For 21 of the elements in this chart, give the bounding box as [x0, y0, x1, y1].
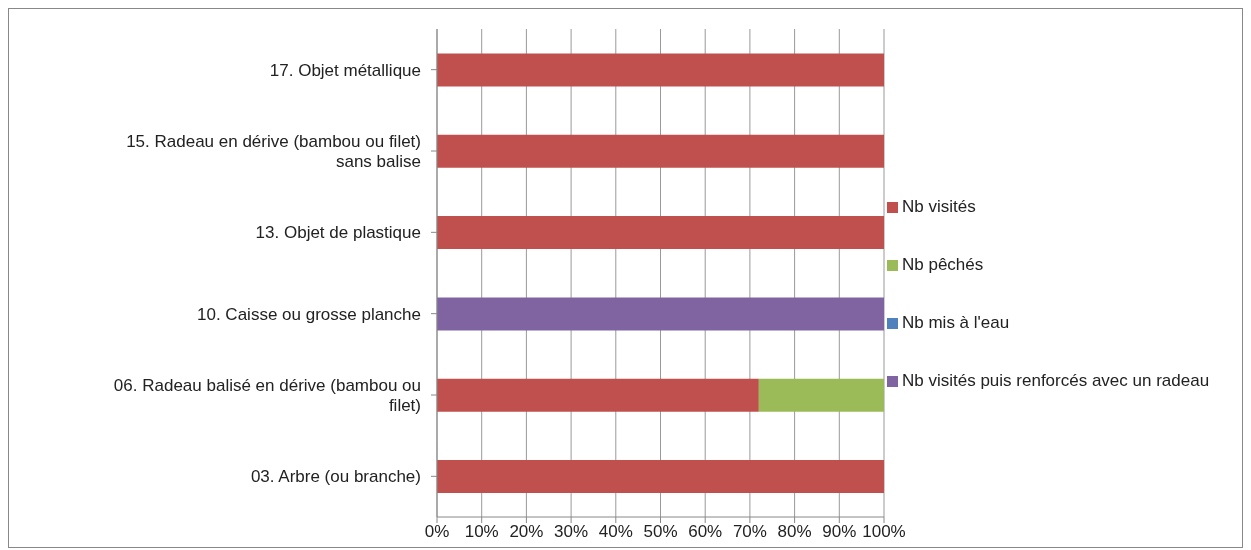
x-tick-label: 60%	[688, 522, 723, 542]
y-tick-label: 15. Radeau en dérive (bambou ou filet) sans balise	[126, 131, 421, 171]
legend-label: Nb mis à l'eau	[902, 313, 1010, 333]
legend-label: Nb visités puis renforcés avec un radeau	[902, 371, 1210, 391]
x-tick-label: 0%	[424, 522, 450, 542]
x-tick-label: 10%	[464, 522, 499, 542]
y-tick-label: 10. Caisse ou grosse planche	[197, 304, 421, 324]
x-tick-label: 40%	[598, 522, 633, 542]
y-tick-label: 03. Arbre (ou branche)	[250, 466, 421, 486]
x-tick-label: 30%	[554, 522, 589, 542]
y-tick-label: 17. Objet métallique	[269, 60, 421, 80]
x-tick-label: 80%	[777, 522, 812, 542]
legend-label: Nb visités	[902, 197, 976, 217]
y-tick-label: 06. Radeau balisé en dérive (bambou ou filet)	[113, 375, 421, 415]
x-tick-label: 100%	[862, 522, 906, 542]
x-tick-label: 50%	[643, 522, 678, 542]
x-tick-label: 20%	[509, 522, 544, 542]
y-tick-label: 13. Objet de plastique	[255, 222, 421, 242]
legend-label: Nb pêchés	[902, 255, 984, 275]
x-tick-label: 70%	[732, 522, 767, 542]
x-tick-label: 90%	[822, 522, 857, 542]
